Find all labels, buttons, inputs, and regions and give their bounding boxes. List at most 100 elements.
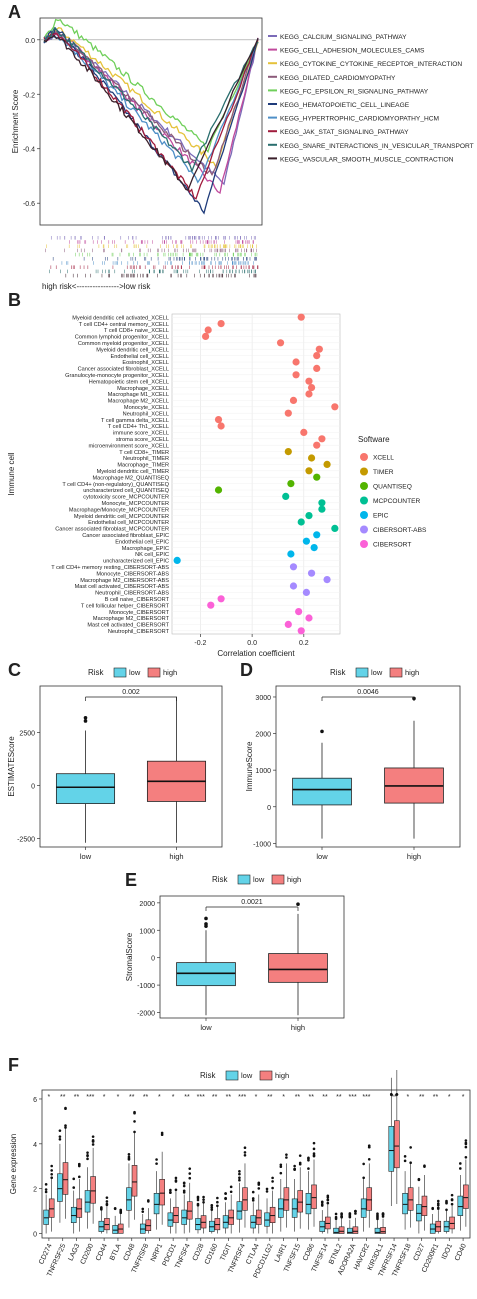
panel-f-box <box>153 1192 160 1215</box>
panel-f-box <box>167 1212 174 1227</box>
panel-b-legend-key <box>360 525 368 534</box>
panel-f-outlier <box>229 1190 233 1194</box>
box-ytick-label: 2000 <box>139 901 155 908</box>
panel-f-box <box>70 1206 77 1224</box>
panel-f-ytick-label: 6 <box>33 1097 37 1104</box>
box-ylabel: StromalScore <box>125 932 134 981</box>
panel-a-ytick-label: -0.2 <box>23 92 35 99</box>
panel-b-row-label: microenvironment score_XCELL <box>88 443 169 449</box>
panel-f-box <box>62 1162 69 1195</box>
panel-b-point <box>289 563 298 571</box>
panel-f-signif-label: * <box>448 1094 451 1101</box>
panel-f-outlier <box>72 1177 76 1181</box>
panel-f-outlier <box>64 1126 67 1129</box>
panel-f-signif-label: ** <box>308 1094 314 1101</box>
panel-f-outlier <box>50 1164 53 1168</box>
panel-b-row-label: Eosinophil_XCELL <box>122 360 169 366</box>
panel-a-legend-label: KEGG_CELL_ADHESION_MOLECULES_CAMS <box>280 48 425 55</box>
panel-f-outlier <box>367 1158 371 1161</box>
panel-f-outlier <box>381 1212 385 1216</box>
panel-f-outlier <box>312 1141 316 1145</box>
panel-f-outlier <box>354 1212 357 1215</box>
panel-b-row-label: Hematopoietic stem cell_XCELL <box>89 379 169 385</box>
panel-f-signif-label: *** <box>86 1094 94 1101</box>
panel-f-box <box>186 1201 193 1220</box>
panel-f-signif-label: ** <box>336 1094 342 1101</box>
panel-f-box <box>264 1212 270 1227</box>
panel-f-box <box>84 1190 91 1213</box>
panel-f-outlier <box>169 1188 172 1192</box>
panel-f-outlier <box>127 1155 131 1159</box>
panel-f-outlier <box>202 1200 205 1204</box>
panel-b-legend-label: QUANTISEQ <box>373 484 412 491</box>
panel-b-point <box>292 358 300 366</box>
panel-f-outlier <box>224 1192 227 1195</box>
panel-b-row-label: Macrophage M2_CIBERSORT <box>93 616 170 622</box>
panel-b-row-label: NK cell_EPIC <box>135 552 169 558</box>
panel-b-point <box>313 473 321 481</box>
panel-f-outlier <box>312 1154 316 1158</box>
panel-b-point <box>318 505 326 513</box>
panel-b-row-label: Macrophage/Monocyte_MCPCOUNTER <box>69 507 169 513</box>
panel-f-outlier <box>238 1170 241 1173</box>
panel-f-signif-label: ** <box>129 1094 135 1101</box>
panel-f-outlier <box>91 1143 95 1146</box>
box-legend-key-high <box>389 667 403 678</box>
panel-f-signif-label: ** <box>184 1094 190 1101</box>
panel-b-point <box>214 486 223 494</box>
panel-f-signif-label: ** <box>433 1094 439 1101</box>
panel-f-outlier <box>450 1193 454 1197</box>
panel-f-gene-label: NRP1 <box>150 1243 164 1263</box>
panel-f-box <box>131 1165 138 1197</box>
panel-b-point <box>217 320 225 328</box>
panel-f-signif-label: ** <box>419 1094 425 1101</box>
panel-f-outlier <box>202 1195 205 1199</box>
panel-b-point <box>307 569 316 577</box>
panel-f-gene-label: LAIR1 <box>274 1243 289 1264</box>
panel-f-signif-label: * <box>282 1094 285 1101</box>
panel-f-outlier <box>78 1175 81 1179</box>
panel-b-row-label: T cell CD4+ central memory_XCELL <box>79 322 169 328</box>
panel-f-legend-key-high <box>259 1070 273 1081</box>
box-xtick-label: high <box>407 852 421 861</box>
panel-f-outlier <box>141 1210 145 1213</box>
panel-b-row-label: Monocyte_XCELL <box>124 405 169 411</box>
panel-a-ytick-label: -0.6 <box>23 201 35 208</box>
panel-f-outlier <box>188 1167 192 1170</box>
box-legend-label-high: high <box>405 668 419 677</box>
panel-f-outlier <box>381 1215 385 1218</box>
box-frame <box>159 895 345 1019</box>
panel-f-box <box>352 1226 359 1234</box>
panel-label-d: D <box>240 660 253 680</box>
panel-b-row-label: immune score_XCELL <box>113 431 169 437</box>
panel-f-outlier <box>127 1153 131 1156</box>
panel-b-row-label: cytotoxicity score_MCPCOUNTER <box>83 495 169 501</box>
panel-f-outlier <box>354 1209 357 1213</box>
panel-f-outlier <box>320 1201 324 1204</box>
panel-f-box <box>236 1201 243 1220</box>
panel-b-point <box>217 595 225 603</box>
panel-f-outlier <box>174 1188 178 1192</box>
box-legend-title: Risk <box>212 875 229 884</box>
panel-f-outlier <box>362 1162 365 1166</box>
panel-f-outlier <box>459 1167 462 1170</box>
panel-b-point <box>313 364 321 372</box>
panel-f-legend-label-high: high <box>275 1071 289 1080</box>
panel-f-legend-key-low <box>225 1070 239 1081</box>
panel-b-legend-title: Software <box>358 435 390 444</box>
panel-f-outlier <box>464 1156 468 1159</box>
panel-b-row-label: Myeloid dendritic cell_XCELL <box>96 347 169 353</box>
panel-f-box <box>291 1198 298 1218</box>
box-frame <box>39 685 223 848</box>
panel-b-point <box>331 524 339 533</box>
panel-f-box <box>269 1206 276 1224</box>
panel-f-box <box>402 1192 408 1215</box>
panel-f-outlier <box>459 1162 462 1165</box>
panel-f-box <box>394 1120 400 1169</box>
panel-f-outlier <box>307 1156 310 1160</box>
panel-f-outlier <box>133 1130 136 1134</box>
panel-f-outlier <box>86 1157 89 1161</box>
panel-f-box <box>297 1190 303 1213</box>
panel-b-legend-label: TIMER <box>373 469 394 476</box>
panel-f-outlier <box>334 1215 338 1219</box>
